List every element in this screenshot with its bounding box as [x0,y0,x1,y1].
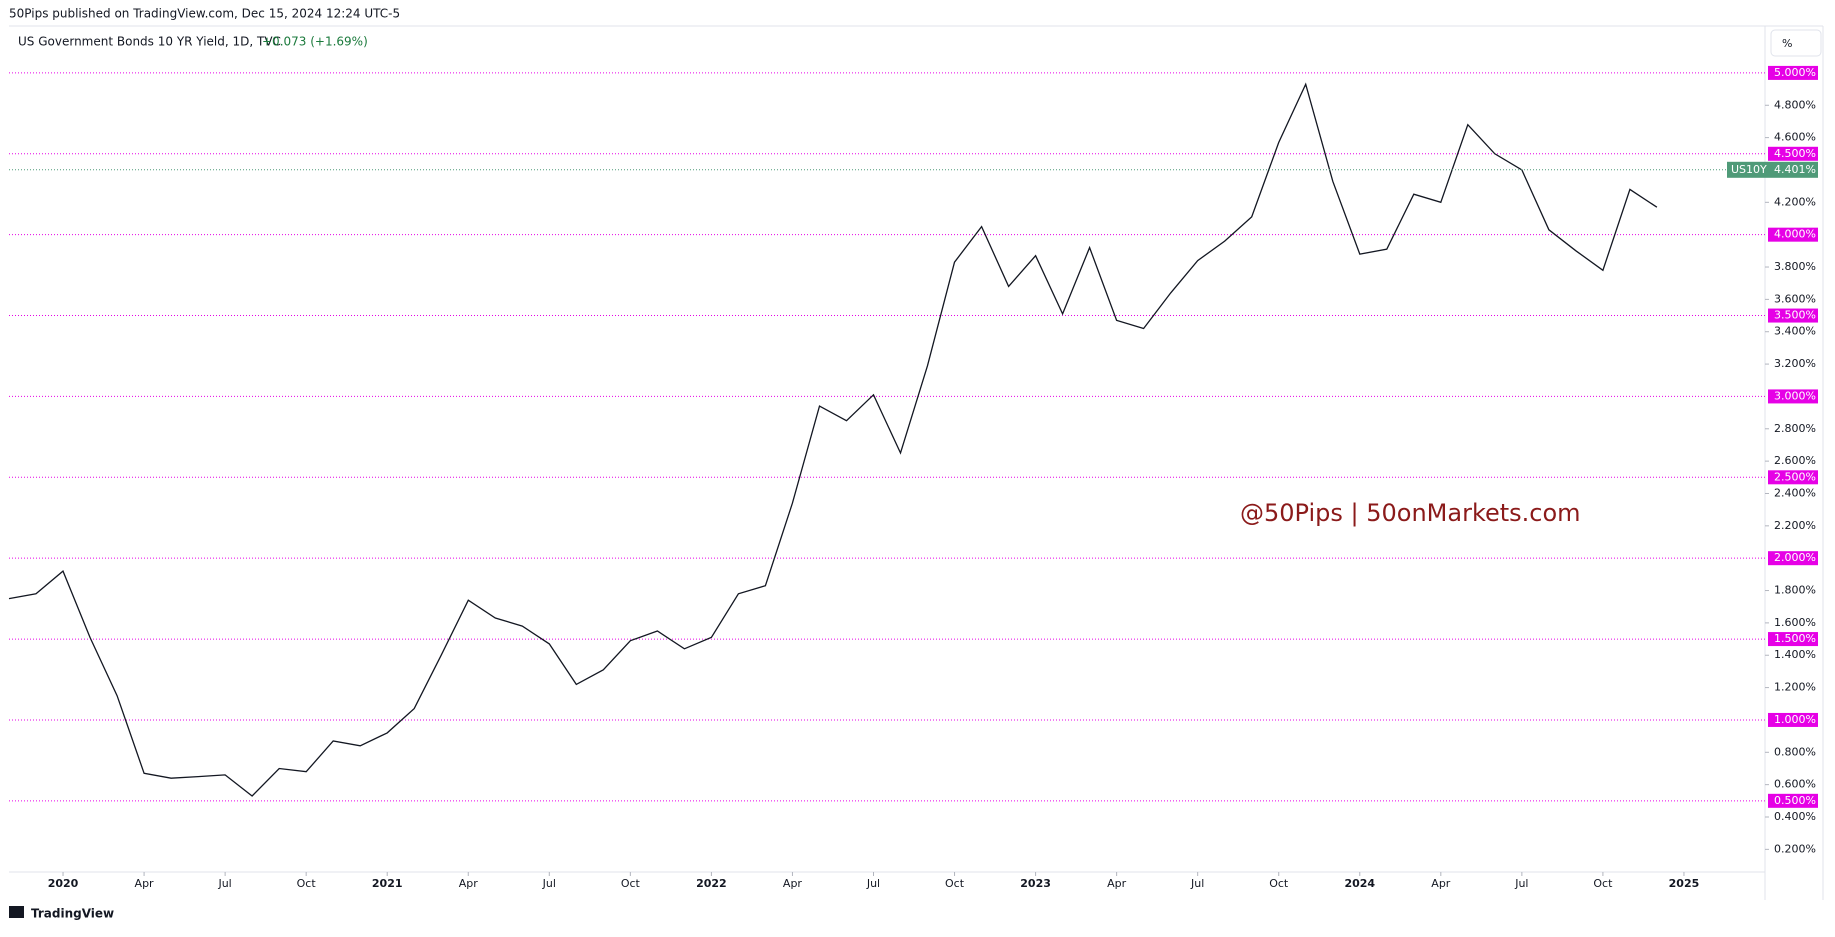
y-tick-label: 3.800% [1774,260,1816,273]
y-tick-label: 1.800% [1774,584,1816,597]
last-price-label: 4.401% [1774,163,1816,176]
level-label: 2.500% [1774,470,1816,483]
x-tick-label: Jul [1514,877,1528,890]
x-tick-label: 2024 [1344,877,1375,890]
y-tick-label: 2.400% [1774,486,1816,499]
level-label: 4.000% [1774,228,1816,241]
x-tick-label: Apr [1431,877,1451,890]
footer: TradingView [31,907,114,921]
level-label: 0.500% [1774,794,1816,807]
y-tick-label: 4.600% [1774,131,1816,144]
x-tick-label: Oct [621,877,641,890]
scale-button[interactable] [1770,29,1822,57]
price-line [8,82,1658,797]
x-tick-label: Oct [1593,877,1613,890]
y-tick-label: 0.400% [1774,810,1816,823]
level-tag [1768,470,1818,485]
last-price-tag [1727,161,1818,178]
x-tick-label: Apr [135,877,155,890]
level-tag [1768,146,1818,161]
x-tick-label: 2023 [1020,877,1051,890]
y-tick-label: 3.400% [1774,325,1816,338]
last-price-name: US10Y [1731,163,1767,176]
chart-title: US Government Bonds 10 YR Yield, 1D, TVC [18,35,281,49]
y-tick-label: 3.200% [1774,357,1816,370]
y-tick-label: 4.800% [1774,98,1816,111]
y-tick-label: 2.800% [1774,422,1816,435]
watermark: @50Pips | 50onMarkets.com [1240,499,1581,527]
y-tick-label: 2.200% [1774,519,1816,532]
header: 50Pips published on TradingView.com, Dec… [9,7,400,21]
y-tick-label: 0.800% [1774,745,1816,758]
level-label: 1.000% [1774,713,1816,726]
level-label: 4.500% [1774,147,1816,160]
change: +0.073 (+1.69%) [262,35,368,49]
x-tick-label: Jul [217,877,231,890]
y-tick-label: 3.600% [1774,292,1816,305]
x-tick-label: 2020 [48,877,79,890]
level-tag [1768,308,1818,323]
x-tick-label: Oct [945,877,965,890]
y-tick-label: 0.200% [1774,842,1816,855]
x-tick-label: Jul [1190,877,1204,890]
x-tick-label: 2021 [372,877,403,890]
level-label: 3.500% [1774,309,1816,322]
level-tag [1768,551,1818,566]
y-tick-label: 0.600% [1774,778,1816,791]
x-tick-label: 2025 [1669,877,1700,890]
x-tick-label: 2022 [696,877,727,890]
x-tick-label: Jul [542,877,556,890]
level-label: 2.000% [1774,551,1816,564]
x-tick-label: Oct [1269,877,1289,890]
scale-button-label[interactable]: % [1782,37,1792,50]
x-tick-label: Jul [866,877,880,890]
level-tag [1768,389,1818,404]
y-tick-label: 1.600% [1774,616,1816,629]
x-tick-label: Oct [297,877,317,890]
level-tag [1768,793,1818,808]
x-tick-label: Apr [783,877,803,890]
level-label: 1.500% [1774,632,1816,645]
y-tick-label: 4.200% [1774,195,1816,208]
level-tag [1768,712,1818,727]
y-tick-label: 1.400% [1774,648,1816,661]
x-tick-label: Apr [459,877,479,890]
level-label: 3.000% [1774,389,1816,402]
logo [9,906,24,918]
level-tag [1768,227,1818,242]
level-tag [1768,65,1818,80]
level-tag [1768,632,1818,647]
x-tick-label: Apr [1107,877,1127,890]
y-tick-label: 2.600% [1774,454,1816,467]
y-tick-label: 1.200% [1774,681,1816,694]
level-label: 5.000% [1774,66,1816,79]
